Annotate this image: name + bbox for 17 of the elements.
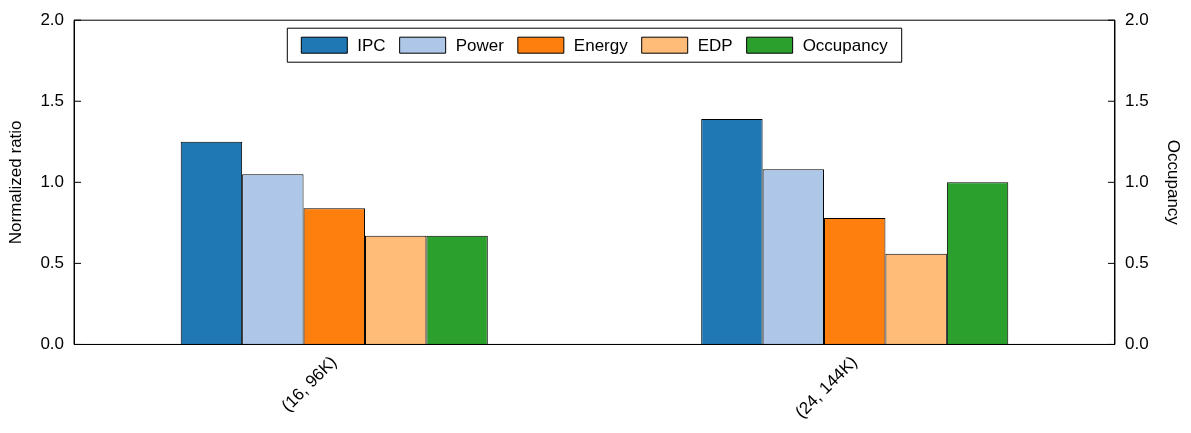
- y2-tick-label: 2.0: [1124, 9, 1149, 29]
- y2-axis-title: Occupancy: [1164, 139, 1184, 226]
- y-tick-label: 1.5: [40, 90, 65, 110]
- y-tick-label: 2.0: [40, 9, 65, 29]
- y2-tick-label: 0.5: [1124, 253, 1149, 273]
- y2-tick-label: 0.0: [1124, 334, 1149, 354]
- legend-label: Occupancy: [802, 35, 889, 55]
- y-tick-label: 1.0: [40, 172, 65, 192]
- y2-tick-label: 1.5: [1124, 90, 1149, 110]
- y-axis-title: Normalized ratio: [5, 120, 25, 245]
- legend-label: IPC: [357, 35, 386, 55]
- legend-label: Energy: [573, 35, 629, 55]
- y-tick-label: 0.5: [40, 253, 65, 273]
- y-tick-label: 0.0: [40, 334, 65, 354]
- y2-tick-label: 1.0: [1124, 172, 1149, 192]
- legend-label: EDP: [697, 35, 733, 55]
- legend-label: Power: [455, 35, 505, 55]
